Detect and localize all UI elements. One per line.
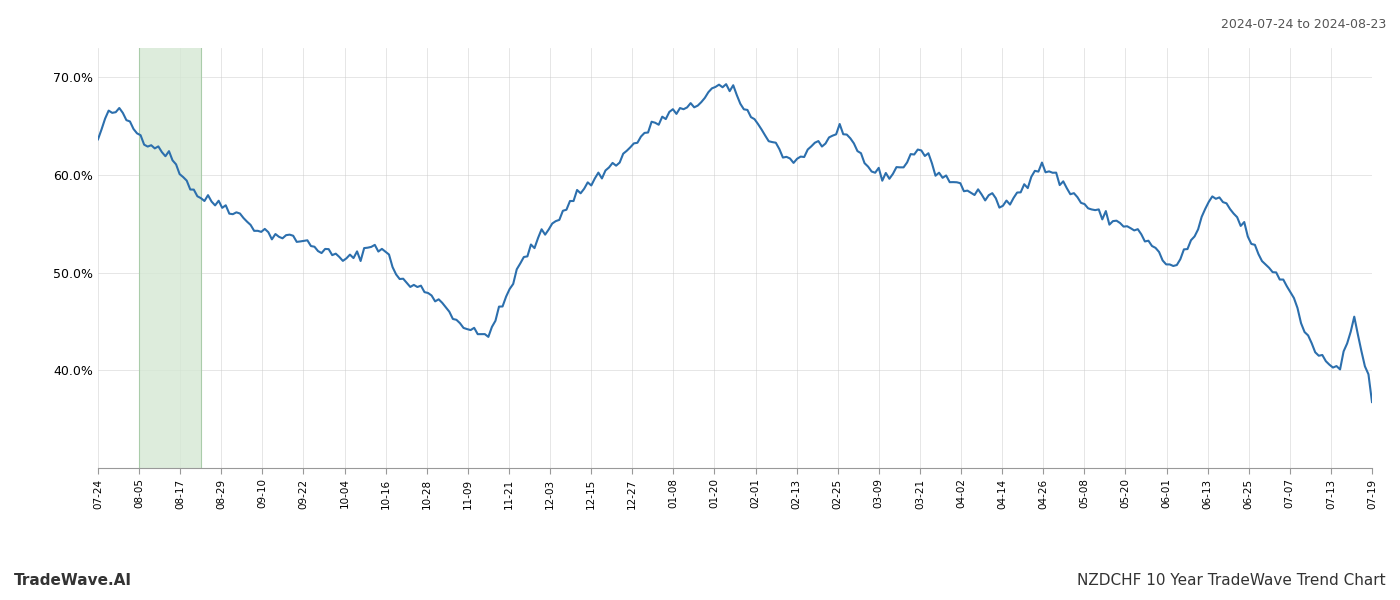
Bar	[139, 48, 200, 468]
Text: TradeWave.AI: TradeWave.AI	[14, 573, 132, 588]
Text: 2024-07-24 to 2024-08-23: 2024-07-24 to 2024-08-23	[1221, 18, 1386, 31]
Text: NZDCHF 10 Year TradeWave Trend Chart: NZDCHF 10 Year TradeWave Trend Chart	[1078, 573, 1386, 588]
